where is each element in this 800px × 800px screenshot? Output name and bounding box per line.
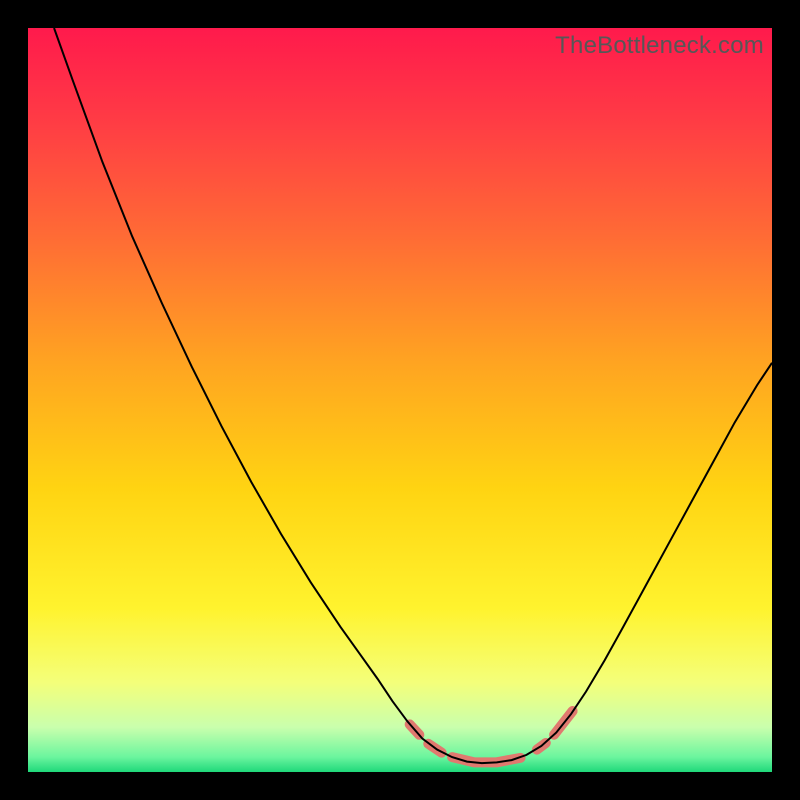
watermark-text: TheBottleneck.com [555,32,764,60]
gradient-background [28,28,772,772]
chart-svg [28,28,772,772]
plot-area: TheBottleneck.com [28,28,772,772]
chart-frame: TheBottleneck.com [0,0,800,800]
